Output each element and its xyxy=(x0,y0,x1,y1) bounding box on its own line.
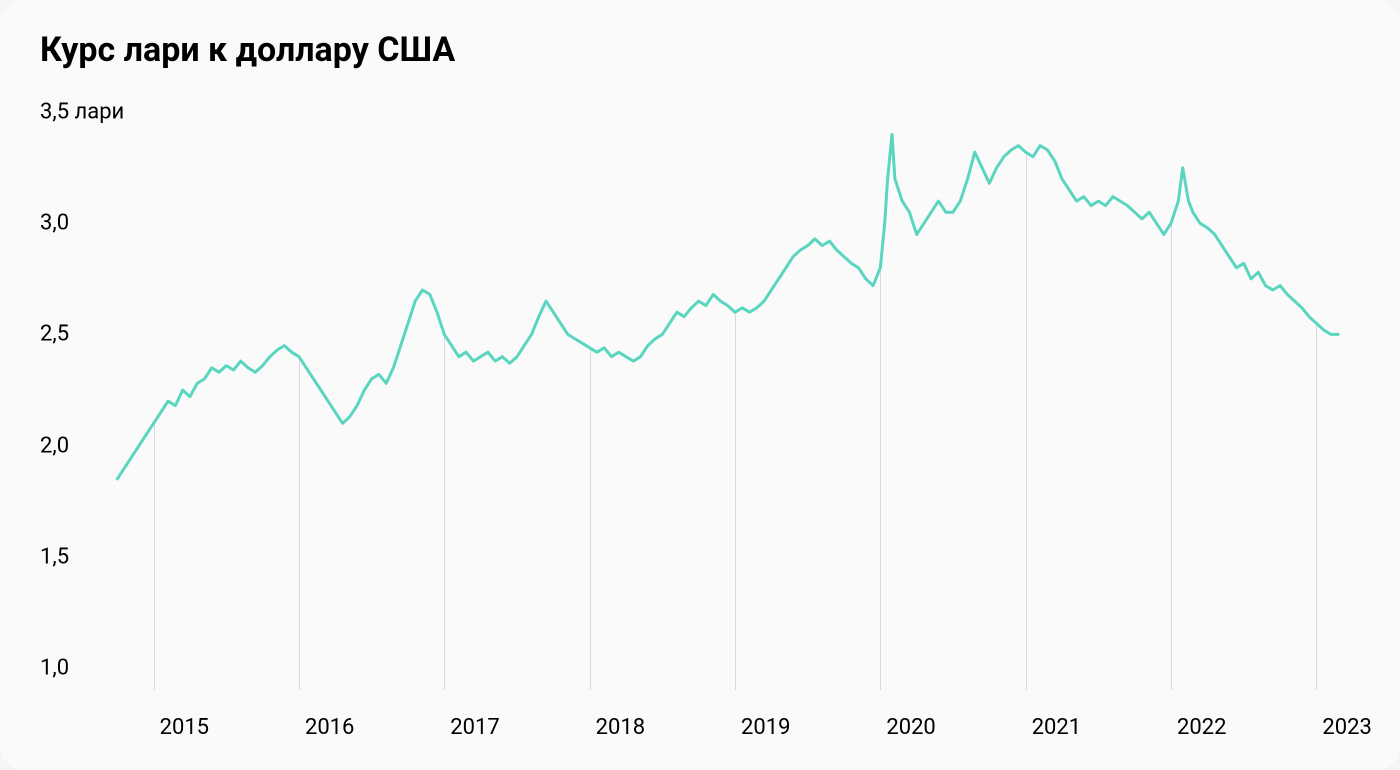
x-axis-tick-label: 2017 xyxy=(450,715,499,740)
line-chart-svg xyxy=(40,90,1380,710)
series-line xyxy=(117,134,1338,479)
x-axis-tick-label: 2015 xyxy=(160,715,209,740)
x-axis-tick-label: 2016 xyxy=(305,715,354,740)
chart-plot-area: 1,01,52,02,53,03,5 лари20152016201720182… xyxy=(40,90,1360,740)
x-axis-tick-label: 2018 xyxy=(596,715,645,740)
x-axis-tick-label: 2021 xyxy=(1032,715,1081,740)
x-axis-tick-label: 2020 xyxy=(886,715,935,740)
x-axis-tick-label: 2019 xyxy=(741,715,790,740)
chart-card: Курс лари к доллару США 1,01,52,02,53,03… xyxy=(0,0,1400,770)
x-axis-tick-label: 2022 xyxy=(1177,715,1226,740)
chart-title: Курс лари к доллару США xyxy=(40,30,1360,70)
x-axis-tick-label: 2023 xyxy=(1322,715,1371,740)
